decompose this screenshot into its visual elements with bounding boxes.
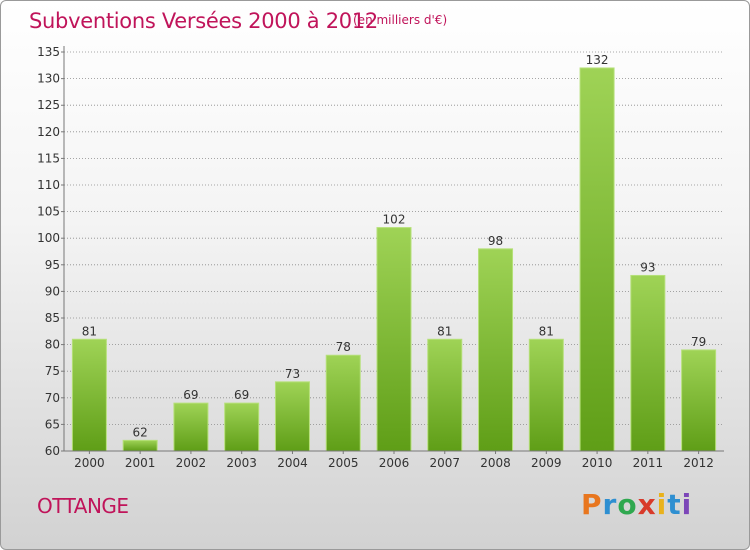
x-tick-label: 2009 (531, 456, 562, 470)
proxiti-logo[interactable]: Proxiti (581, 488, 692, 521)
bar-2001 (122, 439, 158, 452)
logo-letter: t (667, 488, 682, 521)
bar-2010 (579, 67, 615, 452)
data-label: 79 (691, 335, 706, 349)
y-tick-label: 95 (45, 258, 60, 272)
data-label: 132 (586, 53, 609, 67)
chart-title: Subventions Versées 2000 à 2012 (29, 9, 378, 33)
y-tick-label: 120 (37, 125, 60, 139)
logo-letter: o (617, 488, 638, 521)
y-tick-label: 130 (37, 72, 60, 86)
data-label: 102 (383, 213, 406, 227)
logo-letter: x (637, 488, 657, 521)
x-tick-label: 2000 (74, 456, 105, 470)
logo-letter: r (602, 488, 618, 521)
data-label: 69 (234, 388, 249, 402)
data-labels: 81 62 69 69 73 78 102 81 98 81 132 93 79 (82, 53, 707, 439)
y-tick-label: 135 (37, 45, 60, 59)
y-tick-label: 80 (45, 338, 60, 352)
bar-2005 (325, 354, 361, 452)
bar-2004 (274, 381, 310, 452)
bar-2007 (427, 338, 463, 452)
y-tick-label: 90 (45, 284, 60, 298)
y-tick-label: 75 (45, 364, 60, 378)
y-tick-label: 100 (37, 231, 60, 245)
data-label: 69 (183, 388, 198, 402)
data-label: 93 (640, 260, 655, 274)
data-label: 78 (336, 340, 351, 354)
x-tick-label: 2001 (125, 456, 156, 470)
chart-subtitle: (en milliers d'€) (353, 13, 448, 27)
x-tick-label: 2008 (480, 456, 511, 470)
bar-2012 (681, 349, 717, 452)
x-tick-label: 2006 (379, 456, 410, 470)
commune-name: OTTANGE (37, 494, 129, 518)
x-tick-label: 2007 (429, 456, 460, 470)
y-tick-label: 105 (37, 205, 60, 219)
x-tick-label: 2004 (277, 456, 308, 470)
x-tick-label: 2003 (226, 456, 257, 470)
bar-2006 (376, 227, 412, 452)
logo-letter: i (656, 488, 668, 521)
y-tick-label: 60 (45, 444, 60, 458)
y-tick-label: 115 (37, 151, 60, 165)
y-tick-label: 70 (45, 391, 60, 405)
bar-2003 (224, 402, 260, 452)
x-tick-label: 2010 (582, 456, 613, 470)
y-tick-label: 85 (45, 311, 60, 325)
x-tick-label: 2012 (683, 456, 714, 470)
y-tick-label: 125 (37, 98, 60, 112)
bar-2000 (71, 338, 107, 452)
data-label: 81 (82, 324, 97, 338)
data-label: 62 (133, 425, 148, 439)
y-tick-label: 110 (37, 178, 60, 192)
bars (71, 67, 717, 452)
bar-2011 (630, 274, 666, 452)
data-label: 81 (539, 324, 554, 338)
x-tick-label: 2011 (633, 456, 664, 470)
bar-2002 (173, 402, 209, 452)
x-tick-labels: 2000 2001 2002 2003 2004 2005 2006 2007 2008 2009… (74, 451, 714, 470)
bar-2009 (528, 338, 564, 452)
logo-letter: i (681, 488, 693, 521)
x-tick-label: 2002 (176, 456, 207, 470)
y-tick-label: 65 (45, 417, 60, 431)
logo-letter: P (581, 488, 603, 521)
x-tick-label: 2005 (328, 456, 359, 470)
data-label: 98 (488, 234, 503, 248)
data-label: 73 (285, 367, 300, 381)
y-tick-labels: 60 65 70 75 80 85 90 95 100 105 110 115 120 125 130 135 (37, 45, 64, 458)
bar-chart: 60 65 70 75 80 85 90 95 100 105 110 115 120 125 130 135… (37, 45, 724, 470)
bar-2008 (478, 248, 514, 452)
data-label: 81 (437, 324, 452, 338)
